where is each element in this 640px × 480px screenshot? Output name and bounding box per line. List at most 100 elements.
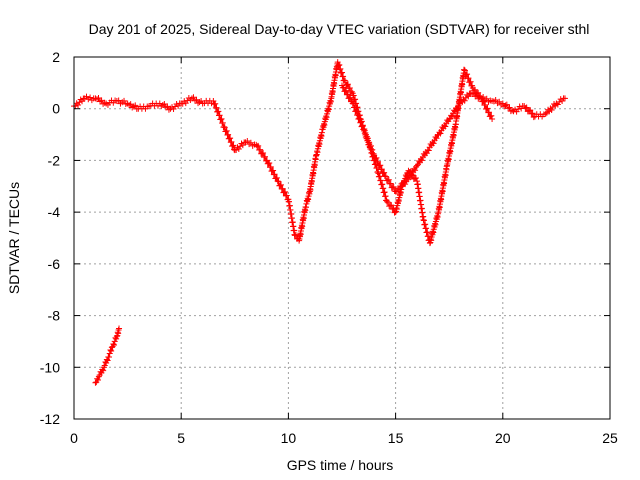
data-point [528, 110, 535, 117]
data-point [101, 362, 108, 369]
data-point [366, 139, 373, 146]
data-point [486, 109, 493, 116]
data-point [235, 145, 242, 152]
data-point [257, 146, 264, 153]
data-point [223, 127, 230, 134]
data-point [465, 93, 472, 100]
data-point [221, 124, 228, 131]
data-point [402, 181, 409, 188]
data-point [342, 77, 349, 84]
data-point [247, 139, 254, 146]
data-point [526, 107, 533, 114]
data-point [489, 116, 496, 123]
data-point [106, 350, 113, 357]
x-tick-label: 20 [495, 430, 511, 446]
data-point [373, 154, 380, 161]
data-point [255, 142, 262, 149]
data-point [430, 140, 437, 147]
data-point [103, 360, 110, 367]
data-point [396, 186, 403, 193]
data-point [344, 91, 351, 98]
data-point [92, 379, 99, 386]
data-point [347, 94, 354, 101]
y-axis-ticks: -12 -10 -8 -6 -4 -2 0 2 [40, 49, 610, 427]
data-point [115, 97, 122, 104]
data-point [79, 98, 86, 105]
data-point [282, 188, 289, 195]
data-point [350, 100, 357, 107]
data-point [106, 354, 113, 361]
data-point [221, 123, 228, 130]
data-point [107, 346, 114, 353]
data-point [388, 202, 395, 209]
data-point [471, 86, 478, 93]
data-point [348, 88, 355, 95]
data-point [509, 107, 516, 114]
data-point [530, 114, 537, 121]
data-point [354, 111, 361, 118]
data-points [71, 59, 568, 386]
data-point [227, 135, 234, 142]
data-point [340, 84, 347, 91]
y-tick-label: -12 [40, 411, 60, 427]
data-point [412, 167, 419, 174]
plot-frame [73, 56, 611, 420]
data-point [529, 110, 536, 117]
data-point [412, 175, 419, 182]
data-point [442, 123, 449, 130]
data-point [387, 180, 394, 187]
data-point [219, 119, 226, 126]
data-point [382, 173, 389, 180]
data-point [556, 98, 563, 105]
data-point [110, 340, 117, 347]
chart-title: Day 201 of 2025, Sidereal Day-to-day VTE… [89, 21, 590, 37]
y-axis-label: SDTVAR / TECUs [6, 182, 22, 294]
data-point [391, 209, 398, 216]
data-point [283, 192, 290, 199]
data-point [492, 97, 499, 104]
data-point [343, 87, 350, 94]
data-point [554, 101, 561, 108]
data-point [104, 357, 111, 364]
data-point [270, 167, 277, 174]
data-point [425, 147, 432, 154]
data-point [374, 158, 381, 165]
data-point [378, 166, 385, 173]
data-point [260, 149, 267, 156]
data-point [480, 98, 487, 105]
data-point [339, 69, 345, 76]
data-point [277, 181, 284, 188]
data-point [213, 104, 220, 111]
data-point [449, 113, 456, 120]
data-point [121, 97, 128, 104]
data-point [453, 106, 460, 113]
x-tick-label: 15 [388, 430, 404, 446]
data-point [193, 96, 200, 103]
data-point [387, 202, 394, 209]
data-point [461, 67, 468, 74]
data-point [437, 130, 444, 137]
x-axis-label: GPS time / hours [287, 457, 394, 473]
data-point [484, 105, 491, 112]
data-point [337, 65, 344, 72]
data-point [113, 335, 120, 342]
data-point [218, 115, 225, 122]
data-point [470, 89, 477, 96]
data-point [523, 104, 530, 111]
data-point [527, 107, 534, 114]
data-point [164, 103, 171, 110]
data-point [502, 102, 509, 109]
data-point [116, 325, 123, 332]
data-point [362, 131, 369, 138]
data-point [390, 183, 397, 190]
data-point [239, 142, 246, 149]
data-point [341, 77, 348, 84]
data-point [506, 104, 513, 111]
data-point [273, 174, 280, 181]
data-point [228, 138, 235, 145]
x-tick-label: 10 [281, 430, 297, 446]
x-tick-label: 0 [70, 430, 78, 446]
data-point [190, 94, 197, 101]
data-point [414, 162, 421, 169]
